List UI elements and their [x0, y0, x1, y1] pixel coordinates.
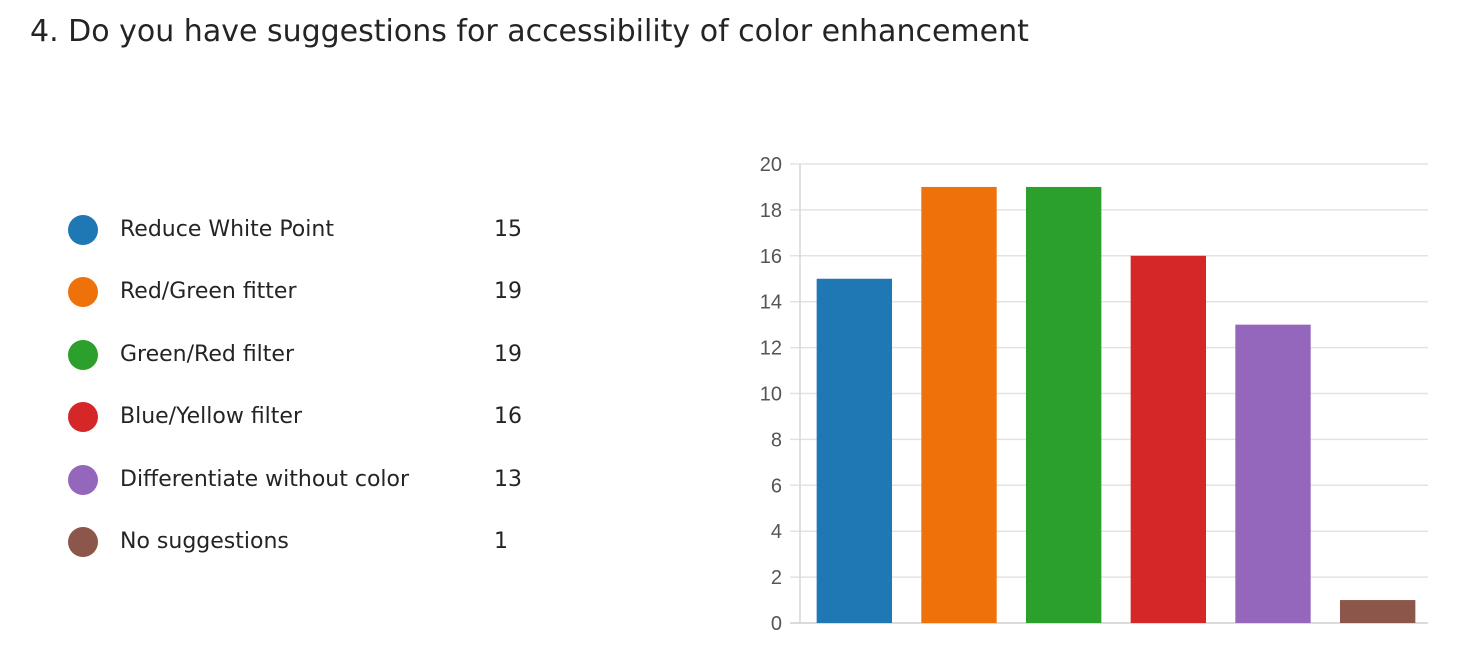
legend-label: Reduce White Point	[120, 217, 334, 242]
legend-item: Green/Red filter 19	[66, 324, 546, 386]
y-tick-label: 4	[771, 521, 782, 543]
legend-swatch-icon	[68, 277, 98, 308]
y-tick-label: 0	[771, 613, 782, 635]
legend-label: Blue/Yellow filter	[120, 404, 302, 430]
legend-label: No suggestions	[120, 528, 289, 554]
bar[interactable]	[921, 186, 997, 623]
y-tick-label: 12	[760, 338, 782, 360]
legend-count: 1	[494, 528, 508, 554]
y-tick-label: 18	[760, 200, 782, 222]
y-tick-label: 2	[771, 567, 782, 589]
bar[interactable]	[1339, 600, 1416, 623]
bar-chart: 0 2 4 6 8 10 12 14 16 18 20	[730, 140, 1440, 640]
bar[interactable]	[1130, 255, 1207, 624]
legend-label: Green/Red filter	[120, 341, 295, 367]
y-tick-label: 10	[760, 384, 782, 406]
legend-label: Red/Green fitter	[120, 279, 297, 305]
legend: Reduce White Point 15 Red/Green fitter 1…	[66, 199, 546, 573]
bar-chart-svg: 0 2 4 6 8 10 12 14 16 18 20	[760, 154, 1428, 635]
legend-item: No suggestions 1	[66, 511, 546, 573]
legend-swatch-icon	[68, 402, 98, 433]
legend-swatch-icon	[68, 464, 98, 495]
legend-swatch-icon	[68, 526, 98, 557]
legend-item: Reduce White Point 15	[66, 199, 546, 261]
legend-item: Blue/Yellow filter 16	[66, 386, 546, 448]
bar[interactable]	[1025, 186, 1102, 623]
y-tick-label: 16	[760, 246, 782, 268]
legend-item: Red/Green fitter 19	[66, 261, 546, 323]
bar[interactable]	[1235, 324, 1311, 623]
legend-count: 19	[494, 341, 522, 367]
question-title: 4. Do you have suggestions for accessibi…	[30, 14, 1029, 49]
legend-swatch-icon	[68, 215, 98, 245]
legend-label: Differentiate without color	[120, 466, 410, 492]
legend-count: 16	[494, 404, 522, 430]
legend-count: 19	[494, 279, 522, 305]
y-tick-label: 14	[760, 292, 782, 314]
legend-swatch-icon	[68, 339, 98, 370]
y-tick-label: 6	[771, 475, 782, 497]
legend-item: Differentiate without color 13	[66, 449, 546, 511]
legend-count: 13	[494, 466, 522, 492]
bar[interactable]	[816, 278, 893, 623]
legend-count: 15	[494, 217, 522, 242]
y-tick-label: 20	[760, 154, 782, 176]
y-tick-label: 8	[771, 429, 782, 451]
